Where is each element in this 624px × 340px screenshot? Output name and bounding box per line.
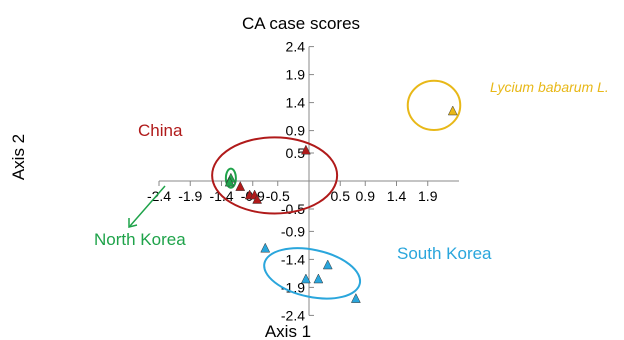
label-south-korea: South Korea xyxy=(397,244,492,263)
point-south-korea xyxy=(322,259,333,270)
y-axis-title: Axis 2 xyxy=(9,134,28,180)
ellipse-south-korea xyxy=(263,247,362,300)
ellipse-lycium-babarum-l xyxy=(406,79,462,132)
axes xyxy=(159,46,459,316)
point-south-korea xyxy=(350,293,361,303)
x-tick-label: 1.9 xyxy=(418,188,438,204)
group-ellipses xyxy=(211,79,462,300)
y-tick-label: 0.5 xyxy=(286,145,306,161)
y-tick-label: -2.4 xyxy=(281,307,305,323)
ellipse-china xyxy=(211,136,339,215)
point-south-korea xyxy=(260,242,271,253)
x-tick-label: -0.5 xyxy=(266,188,290,204)
point-south-korea xyxy=(313,273,324,284)
point-china xyxy=(300,144,311,155)
point-china xyxy=(252,193,263,204)
point-south-korea xyxy=(300,273,311,284)
x-tick-label: 1.4 xyxy=(387,188,407,204)
x-axis-title: Axis 1 xyxy=(265,322,311,340)
y-tick-label: 2.4 xyxy=(286,39,306,55)
y-tick-label: 0.9 xyxy=(286,123,306,139)
point-china xyxy=(235,181,246,191)
y-ticks: 2.41.91.40.90.5-0.5-0.9-1.4-1.9-2.4 xyxy=(281,39,314,323)
x-tick-label: 0.5 xyxy=(331,188,351,204)
y-tick-label: 1.9 xyxy=(286,67,306,83)
y-tick-label: 1.4 xyxy=(286,95,306,111)
label-lycium: Lycium babarum L. xyxy=(490,79,609,95)
chart-title: CA case scores xyxy=(242,14,360,33)
x-tick-label: 0.9 xyxy=(356,188,376,204)
label-north-korea: North Korea xyxy=(94,230,186,249)
label-china: China xyxy=(138,121,183,140)
point-north-korea xyxy=(224,176,235,187)
y-tick-label: -1.9 xyxy=(281,279,305,295)
north-korea-arrow xyxy=(128,185,166,228)
x-tick-label: -1.9 xyxy=(178,188,202,204)
y-tick-label: -0.9 xyxy=(281,223,305,239)
data-points xyxy=(224,105,458,303)
y-tick-label: -1.4 xyxy=(281,251,305,267)
ellipse-north-korea xyxy=(224,167,237,189)
point-lycium-babarum-l xyxy=(447,105,458,116)
